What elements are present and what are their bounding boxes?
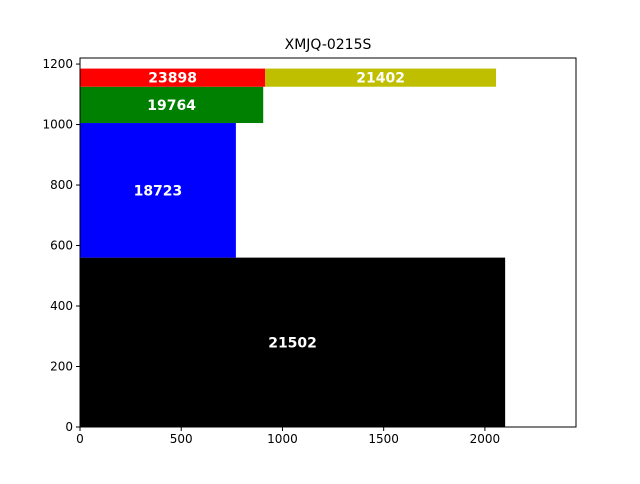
y-tick-label-5: 1000	[42, 118, 73, 132]
treemap-label-1: 18723	[134, 183, 183, 199]
treemap-rect-2	[80, 86, 264, 124]
x-tick-label-0: 0	[76, 432, 84, 446]
y-axis: 0 200 400 600 800 1000 1200	[42, 57, 80, 434]
y-tick-label-1: 200	[50, 360, 73, 374]
treemap-rect-1	[80, 123, 236, 258]
y-tick-label-6: 1200	[42, 57, 73, 71]
x-tick-label-2: 1000	[267, 432, 298, 446]
chart-title: XMJQ-0215S	[285, 37, 372, 53]
treemap-rect-4	[265, 68, 497, 87]
x-tick-label-4: 2000	[470, 432, 501, 446]
y-tick-label-2: 400	[50, 299, 73, 313]
treemap-label-2: 19764	[147, 98, 196, 114]
chart-marks: 21502 18723 19764 23898 21402	[80, 68, 506, 427]
x-tick-label-3: 1500	[368, 432, 399, 446]
treemap-rect-0	[80, 257, 506, 427]
treemap-label-0: 21502	[268, 335, 317, 351]
plot-frame	[79, 57, 577, 428]
y-tick-label-0: 0	[65, 420, 73, 434]
treemap-rect-3	[80, 68, 266, 87]
x-tick-label-1: 500	[170, 432, 193, 446]
y-tick-label-3: 600	[50, 239, 73, 253]
treemap-label-4: 21402	[356, 71, 405, 87]
treemap-label-3: 23898	[148, 71, 197, 87]
x-axis: 0 500 1000 1500 2000	[76, 427, 500, 446]
y-tick-label-4: 800	[50, 178, 73, 192]
